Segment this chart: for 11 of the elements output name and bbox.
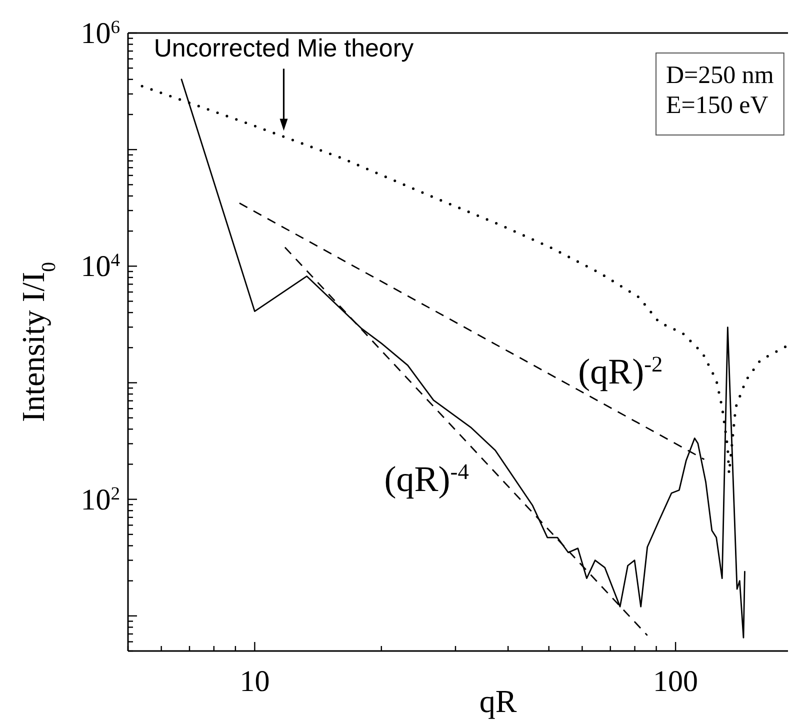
series-label: (qR)$^{-4}$	[384, 458, 469, 499]
series-label: Uncorrected Mie theory	[154, 34, 414, 63]
y-tick-label: 10$^{4}$	[80, 250, 120, 284]
x-tick-label: 100	[653, 665, 698, 698]
x-axis-title: qR	[479, 683, 518, 719]
y-tick-label: 10$^{6}$	[80, 16, 120, 50]
series-label: (qR)$^{-2}$	[578, 351, 663, 392]
annotation: D=250 nm	[666, 62, 774, 89]
x-tick-label: 10	[240, 665, 270, 698]
annotation: E=150 eV	[666, 92, 768, 119]
y-tick-label: 10$^{2}$	[80, 482, 120, 516]
